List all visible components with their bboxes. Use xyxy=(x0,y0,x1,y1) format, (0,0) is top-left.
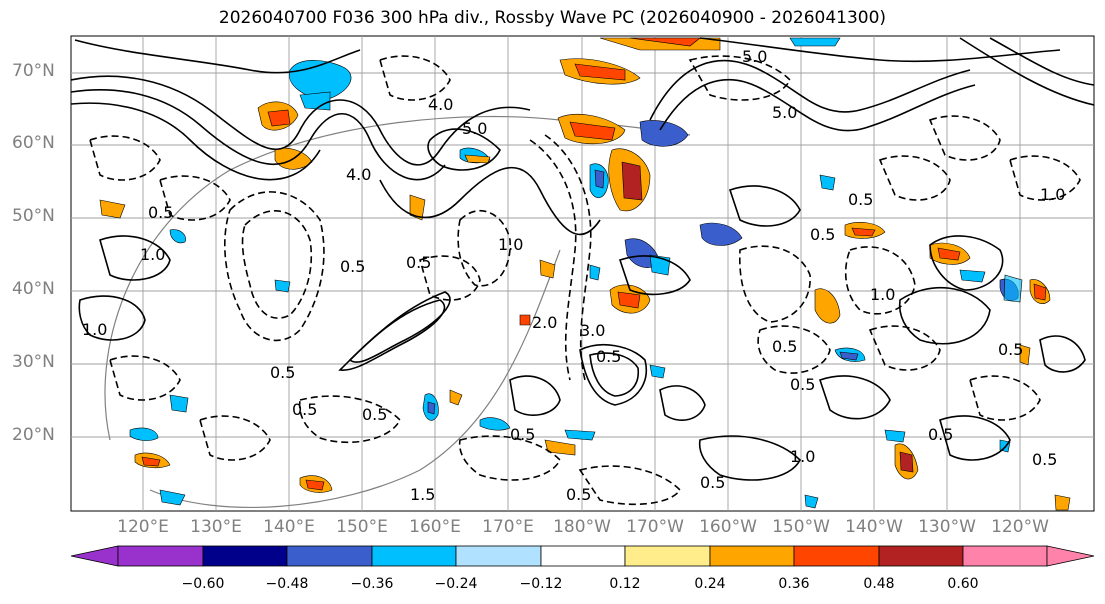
contour-label: 0.5 xyxy=(148,203,173,222)
colorbar-swatch xyxy=(117,545,204,567)
colorbar-swatch xyxy=(371,545,457,567)
contour-label: 0.5 xyxy=(772,337,797,356)
contour-label: 2.0 xyxy=(532,313,557,332)
colorbar-tick-label: −0.60 xyxy=(181,576,225,592)
lat-label: 30°N xyxy=(12,352,55,372)
lat-label: 40°N xyxy=(12,279,55,299)
contour-label: 0.5 xyxy=(510,425,535,444)
contour-label: 0.5 xyxy=(270,363,295,382)
colorbar-swatch xyxy=(793,545,880,567)
contour-label: 0.5 xyxy=(340,257,365,276)
lon-label: 120°W xyxy=(991,517,1049,537)
colorbar-swatch xyxy=(202,545,288,567)
colorbar-swatch xyxy=(540,545,626,567)
lon-label: 170°E xyxy=(482,517,534,537)
colorbar-tick-label: 0.48 xyxy=(863,576,895,592)
lon-label: 150°W xyxy=(772,517,830,537)
contour-label: 4.0 xyxy=(428,95,453,114)
lon-label: 170°W xyxy=(626,517,684,537)
contour-label: 1.0 xyxy=(790,447,815,466)
colorbar-extend-high xyxy=(1046,545,1095,567)
colorbar-tick-label: 0.12 xyxy=(609,576,641,592)
contour-label: 0.5 xyxy=(848,190,873,209)
colorbar-swatch xyxy=(624,545,711,567)
contour-label: 5.0 xyxy=(462,119,487,138)
colorbar-extend-low xyxy=(70,545,119,567)
solid-contours xyxy=(71,37,1094,481)
lon-label: 140°E xyxy=(263,517,315,537)
contour-label: 0.5 xyxy=(790,375,815,394)
lon-label: 120°E xyxy=(117,517,169,537)
graticule xyxy=(71,36,1094,511)
contour-label: 0.5 xyxy=(1032,450,1057,469)
contour-label: 0.5 xyxy=(810,225,835,244)
colorbar-tick-label: −0.36 xyxy=(350,576,394,592)
lon-label: 180°W xyxy=(553,517,611,537)
contour-label: 0.5 xyxy=(566,485,591,504)
divergence-shading xyxy=(99,37,1071,511)
colorbar-tick-label: 0.36 xyxy=(778,576,810,592)
contour-label: 0.5 xyxy=(596,347,621,366)
contour-label: 0.5 xyxy=(406,253,431,272)
dashed-contours xyxy=(89,55,1081,506)
lon-label: 160°W xyxy=(699,517,757,537)
lon-label: 150°E xyxy=(336,517,388,537)
colorbar-swatch xyxy=(286,545,373,567)
lon-label: 160°E xyxy=(409,517,461,537)
lat-label: 20°N xyxy=(12,425,55,445)
colorbar-tick-label: 0.60 xyxy=(947,576,979,592)
contour-label: 5.0 xyxy=(742,47,767,66)
contour-label: 1.0 xyxy=(498,235,523,254)
colorbar-tick-label: −0.24 xyxy=(434,576,478,592)
colorbar-tick-label: 0.24 xyxy=(694,576,726,592)
colorbar-tick-label: −0.48 xyxy=(265,576,309,592)
contour-label: 1.0 xyxy=(82,320,107,339)
contour-label: 5.0 xyxy=(772,103,797,122)
colorbar-swatch xyxy=(878,545,964,567)
contour-label: 0.5 xyxy=(362,405,387,424)
colorbar-swatch xyxy=(962,545,1048,567)
contour-label: 1.0 xyxy=(140,245,165,264)
colorbar-swatch xyxy=(709,545,795,567)
lon-label: 130°W xyxy=(918,517,976,537)
contour-label: 0.5 xyxy=(998,340,1023,359)
lon-label: 130°E xyxy=(190,517,242,537)
contour-label: 1.5 xyxy=(410,485,435,504)
contour-label: 1.0 xyxy=(870,285,895,304)
contour-label: 3.0 xyxy=(580,321,605,340)
map-title: 2026040700 F036 300 hPa div., Rossby Wav… xyxy=(218,8,887,28)
contour-label: 0.5 xyxy=(292,400,317,419)
lat-label: 60°N xyxy=(12,133,55,153)
contour-label: 1.0 xyxy=(1040,185,1065,204)
contour-label-group: 5.0 4.0 5.0 4.0 5.0 0.5 0.5 0.5 1.0 0.5 … xyxy=(82,47,1065,504)
contour-label: 0.5 xyxy=(928,425,953,444)
lat-label: 70°N xyxy=(12,61,55,81)
colorbar-tick-label: −0.12 xyxy=(519,576,563,592)
contour-label: 4.0 xyxy=(346,165,371,184)
colorbar xyxy=(70,545,1095,567)
colorbar-swatch xyxy=(455,545,542,567)
lon-label: 140°W xyxy=(845,517,903,537)
lat-label: 50°N xyxy=(12,206,55,226)
contour-label: 0.5 xyxy=(700,473,725,492)
